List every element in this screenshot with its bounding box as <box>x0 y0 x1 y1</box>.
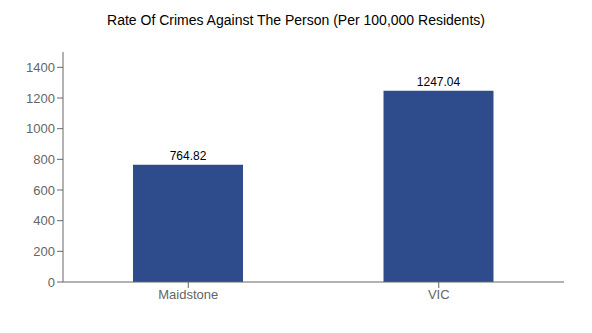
svg-text:Maidstone: Maidstone <box>158 287 218 302</box>
svg-text:1247.04: 1247.04 <box>417 75 461 89</box>
svg-text:1000: 1000 <box>26 121 55 136</box>
svg-text:200: 200 <box>33 244 55 259</box>
svg-text:1200: 1200 <box>26 91 55 106</box>
svg-text:764.82: 764.82 <box>170 149 207 163</box>
svg-text:800: 800 <box>33 152 55 167</box>
svg-text:600: 600 <box>33 183 55 198</box>
svg-text:VIC: VIC <box>428 287 450 302</box>
svg-text:1400: 1400 <box>26 60 55 75</box>
html-text:Rate Of Crimes Against The Per: Rate Of Crimes Against The Person (Per 1… <box>107 12 485 28</box>
svg-text:0: 0 <box>48 275 55 290</box>
svg-text:400: 400 <box>33 213 55 228</box>
